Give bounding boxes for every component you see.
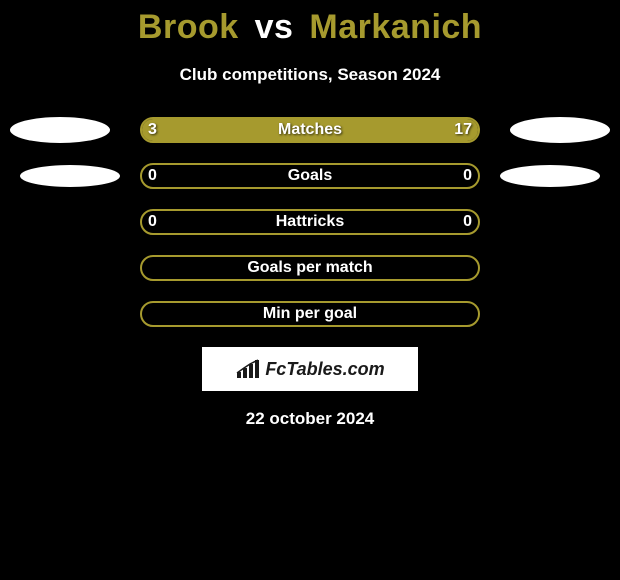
stat-value-left: 3 [148,117,157,143]
player-ellipse-icon [20,165,120,187]
stat-bar-fill-right [192,119,478,141]
stat-row: Min per goal [0,301,620,327]
stat-value-right: 0 [463,209,472,235]
player-ellipse-icon [10,117,110,143]
stat-value-right: 0 [463,163,472,189]
player-ellipse-icon [510,117,610,143]
vs-label: vs [255,8,294,46]
brand-chart-icon [235,358,261,380]
stat-rows-container: Matches317Goals00Hattricks00Goals per ma… [0,117,620,327]
stat-value-left: 0 [148,163,157,189]
stat-row: Goals00 [0,163,620,189]
stat-bar-track [140,117,480,143]
subtitle: Club competitions, Season 2024 [0,65,620,85]
player1-name: Brook [138,8,239,46]
footer-date: 22 october 2024 [0,409,620,429]
stat-row: Hattricks00 [0,209,620,235]
brand-box: FcTables.com [202,347,418,391]
stat-row: Matches317 [0,117,620,143]
stat-value-left: 0 [148,209,157,235]
comparison-title: Brook vs Markanich [0,0,620,47]
stat-bar-track [140,163,480,189]
stat-bar-track [140,209,480,235]
stat-bar-track [140,255,480,281]
player-ellipse-icon [500,165,600,187]
player2-name: Markanich [309,8,482,46]
brand-text: FcTables.com [265,359,384,380]
stat-value-right: 17 [454,117,472,143]
stat-bar-track [140,301,480,327]
stat-row: Goals per match [0,255,620,281]
